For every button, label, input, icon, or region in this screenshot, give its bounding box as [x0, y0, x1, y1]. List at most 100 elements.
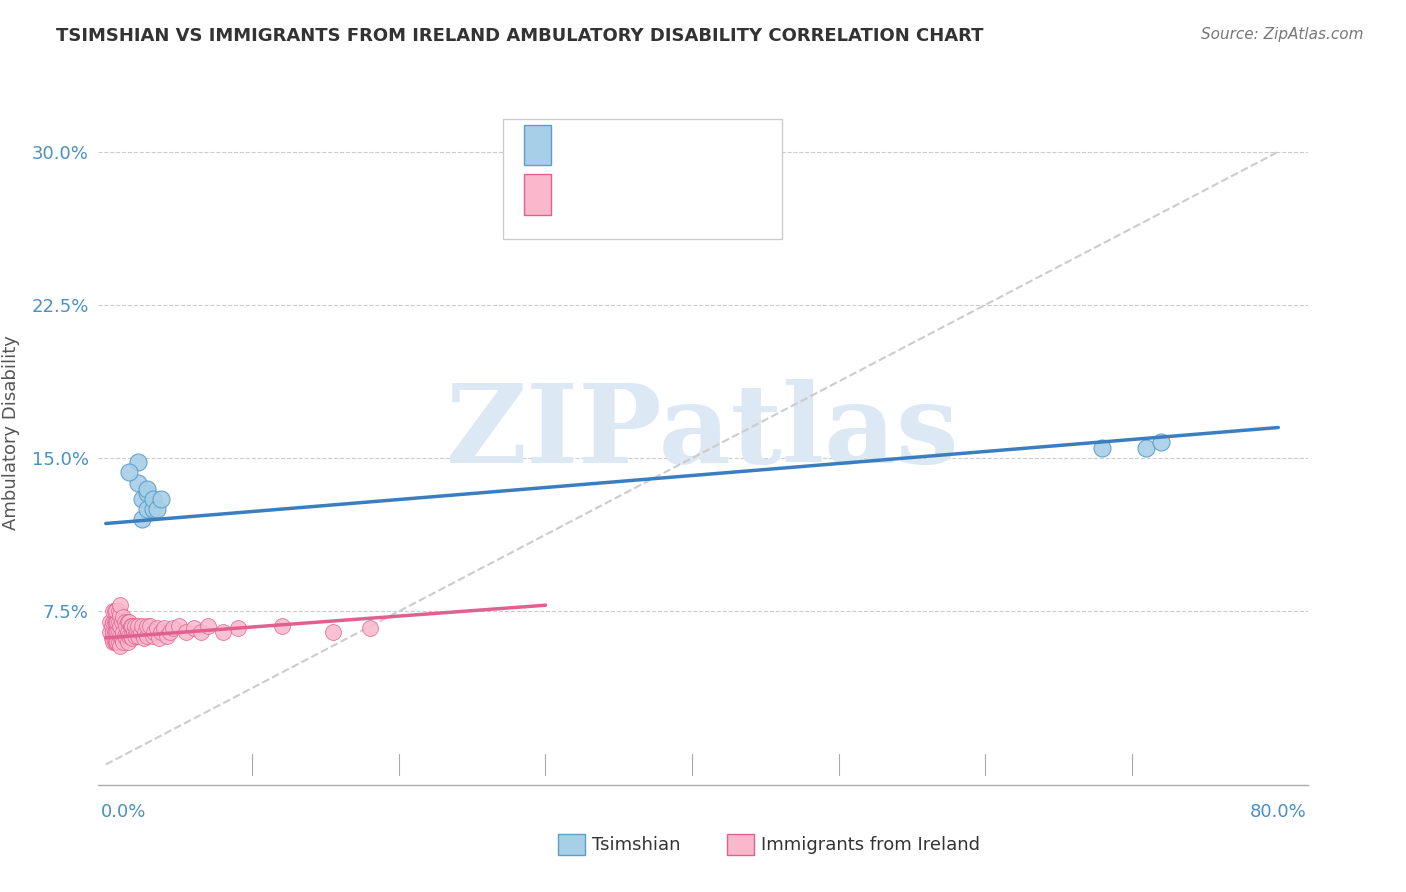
Point	[127, 618, 149, 632]
Point	[135, 618, 157, 632]
Point	[134, 624, 156, 639]
Point	[110, 618, 132, 632]
Point	[125, 624, 148, 639]
Point	[162, 621, 184, 635]
Point	[98, 615, 121, 629]
Point	[100, 631, 122, 645]
Point	[114, 629, 136, 643]
Point	[103, 604, 125, 618]
Point	[105, 624, 128, 639]
Point	[103, 624, 125, 639]
Point	[148, 631, 170, 645]
Point	[212, 624, 235, 639]
Point	[112, 635, 135, 649]
Point	[101, 615, 124, 629]
Point	[124, 629, 146, 643]
Point	[114, 615, 136, 629]
Point	[150, 491, 173, 506]
Point	[322, 624, 344, 639]
Point	[142, 629, 165, 643]
Point	[142, 491, 165, 506]
Point	[167, 618, 190, 632]
Point	[197, 618, 219, 632]
Text: R = 0.395   N = 15: R = 0.395 N = 15	[565, 136, 735, 154]
FancyBboxPatch shape	[503, 119, 782, 239]
Point	[100, 618, 122, 632]
Point	[127, 629, 149, 643]
Point	[122, 624, 145, 639]
Point	[1091, 441, 1114, 455]
Text: Tsimshian: Tsimshian	[592, 836, 681, 854]
Point	[105, 615, 128, 629]
Point	[121, 631, 143, 645]
Point	[159, 624, 181, 639]
Point	[101, 635, 124, 649]
Text: Immigrants from Ireland: Immigrants from Ireland	[761, 836, 980, 854]
Point	[105, 635, 128, 649]
Point	[107, 624, 129, 639]
Point	[1150, 434, 1173, 449]
Point	[146, 502, 169, 516]
Point	[135, 629, 157, 643]
Point	[112, 624, 135, 639]
Point	[135, 502, 157, 516]
Point	[153, 621, 176, 635]
Point	[111, 615, 134, 629]
Point	[124, 618, 146, 632]
Point	[131, 491, 153, 506]
FancyBboxPatch shape	[727, 834, 754, 855]
Point	[138, 618, 160, 632]
Point	[103, 635, 125, 649]
Point	[135, 482, 157, 496]
Text: R = 0.155   N = 78: R = 0.155 N = 78	[565, 186, 735, 203]
Text: 80.0%: 80.0%	[1250, 803, 1306, 821]
Point	[101, 624, 124, 639]
Point	[190, 624, 212, 639]
Point	[117, 635, 139, 649]
Point	[108, 604, 131, 618]
Point	[110, 608, 132, 623]
Point	[118, 615, 141, 629]
Point	[226, 621, 249, 635]
FancyBboxPatch shape	[558, 834, 585, 855]
Point	[183, 621, 205, 635]
Point	[108, 635, 131, 649]
Point	[150, 624, 173, 639]
Point	[117, 624, 139, 639]
Point	[359, 621, 381, 635]
Point	[129, 624, 152, 639]
Point	[127, 475, 149, 490]
Point	[270, 618, 292, 632]
Point	[118, 466, 141, 480]
Point	[120, 629, 142, 643]
Point	[156, 629, 179, 643]
Point	[101, 604, 124, 618]
Point	[107, 635, 129, 649]
Point	[131, 618, 153, 632]
Point	[143, 624, 166, 639]
Point	[115, 631, 138, 645]
Point	[120, 618, 142, 632]
Text: Source: ZipAtlas.com: Source: ZipAtlas.com	[1201, 27, 1364, 42]
Point	[1135, 441, 1157, 455]
Point	[108, 615, 131, 629]
Point	[107, 615, 129, 629]
Point	[117, 615, 139, 629]
Point	[105, 604, 128, 618]
FancyBboxPatch shape	[524, 174, 551, 215]
Point	[132, 631, 155, 645]
Text: ZIPatlas: ZIPatlas	[446, 379, 960, 486]
Point	[118, 629, 141, 643]
Point	[110, 598, 132, 612]
Point	[176, 624, 198, 639]
Point	[111, 631, 134, 645]
Y-axis label: Ambulatory Disability: Ambulatory Disability	[3, 335, 20, 530]
Point	[112, 610, 135, 624]
Point	[121, 618, 143, 632]
Text: 0.0%: 0.0%	[101, 803, 146, 821]
Point	[131, 512, 153, 526]
Point	[110, 639, 132, 653]
Point	[108, 624, 131, 639]
Point	[142, 502, 165, 516]
FancyBboxPatch shape	[524, 125, 551, 165]
